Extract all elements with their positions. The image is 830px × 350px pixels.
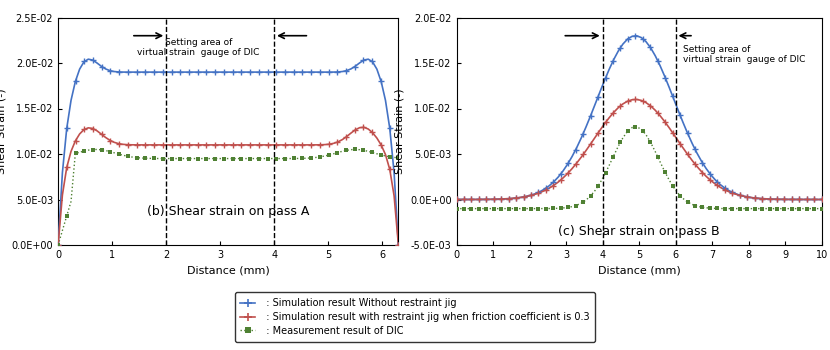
Y-axis label: Shear Strain (-): Shear Strain (-) [0, 89, 6, 174]
Text: Setting area of
virtual strain  gauge of DIC: Setting area of virtual strain gauge of … [137, 37, 260, 57]
Text: (b) Shear strain on pass A: (b) Shear strain on pass A [147, 205, 310, 218]
Y-axis label: Shear Strain (-): Shear Strain (-) [394, 89, 404, 174]
X-axis label: Distance (mm): Distance (mm) [598, 265, 681, 275]
Legend:   : Simulation result Without restraint jig,   : Simulation result with restrain: : Simulation result Without restraint ji… [235, 292, 595, 342]
Text: Setting area of
virtual strain  gauge of DIC: Setting area of virtual strain gauge of … [683, 45, 805, 64]
X-axis label: Distance (mm): Distance (mm) [187, 265, 270, 275]
Text: (c) Shear strain on pass B: (c) Shear strain on pass B [559, 225, 720, 238]
